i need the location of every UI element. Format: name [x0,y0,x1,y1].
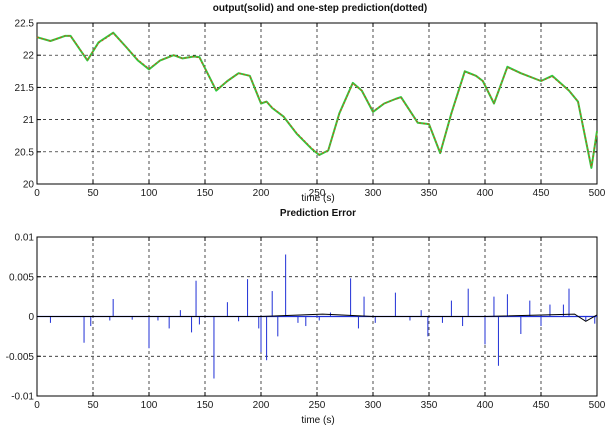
y-tick-label: 21 [23,115,35,126]
x-tick-label: 100 [141,188,158,199]
x-tick-label: 350 [421,400,438,411]
x-tick-label: 150 [197,188,214,199]
x-tick-label: 500 [589,188,605,199]
top-x-axis-label: time (s) [301,193,334,204]
x-tick-label: 50 [87,400,99,411]
bottom-x-ticks: 0 50 100 150 200 250 300 350 400 450 500 [34,400,605,411]
x-tick-label: 100 [141,400,158,411]
top-y-ticks: 20 20.5 21 21.5 22 22.5 [15,19,35,191]
top-plot: 0 50 100 150 200 250 300 350 400 450 500 2020.5212… [15,3,605,204]
top-x-ticks: 0 50 100 150 200 250 300 350 400 450 500 [34,188,605,199]
x-tick-label: 450 [533,188,550,199]
y-tick-label: 21.5 [15,83,35,94]
x-tick-label: 200 [253,400,270,411]
bottom-series-layer [37,254,598,379]
x-tick-label: 250 [309,188,326,199]
x-tick-label: 0 [34,188,40,199]
x-tick-label: 300 [365,400,382,411]
x-tick-label: 400 [477,188,494,199]
x-tick-label: 500 [589,400,605,411]
top-chart-title: output(solid) and one-step prediction(do… [213,3,427,14]
y-tick-label: 0.01 [15,233,35,244]
bottom-y-ticks: -0.01 -0.005 0 0.005 0.01 [6,233,35,403]
y-tick-label: -0.005 [6,352,35,363]
x-tick-label: 350 [421,188,438,199]
y-tick-label: 0 [28,312,34,323]
x-tick-label: 300 [365,188,382,199]
x-tick-label: 0 [34,400,40,411]
y-tick-label: 22 [23,51,35,62]
bottom-grid [36,236,598,397]
bottom-plot: 0 50 100 150 200 250 300 350 400 450 500 -0.01-0.0… [6,208,605,426]
x-tick-label: 200 [253,188,270,199]
top-grid [36,22,598,185]
y-tick-label: -0.01 [11,392,34,403]
smoothed-error-line [37,313,598,322]
x-tick-label: 150 [197,400,214,411]
y-tick-label: 20.5 [15,147,35,158]
y-tick-label: 22.5 [15,19,35,30]
bottom-chart-title: Prediction Error [280,208,356,219]
x-tick-label: 250 [309,400,326,411]
top-series-layer [36,31,598,169]
x-tick-label: 50 [87,188,99,199]
x-tick-label: 450 [533,400,550,411]
x-tick-label: 400 [477,400,494,411]
y-tick-label: 20 [23,180,35,191]
prediction-line [36,32,598,168]
bottom-x-axis-label: time (s) [301,415,334,426]
y-tick-label: 0.005 [9,272,34,283]
